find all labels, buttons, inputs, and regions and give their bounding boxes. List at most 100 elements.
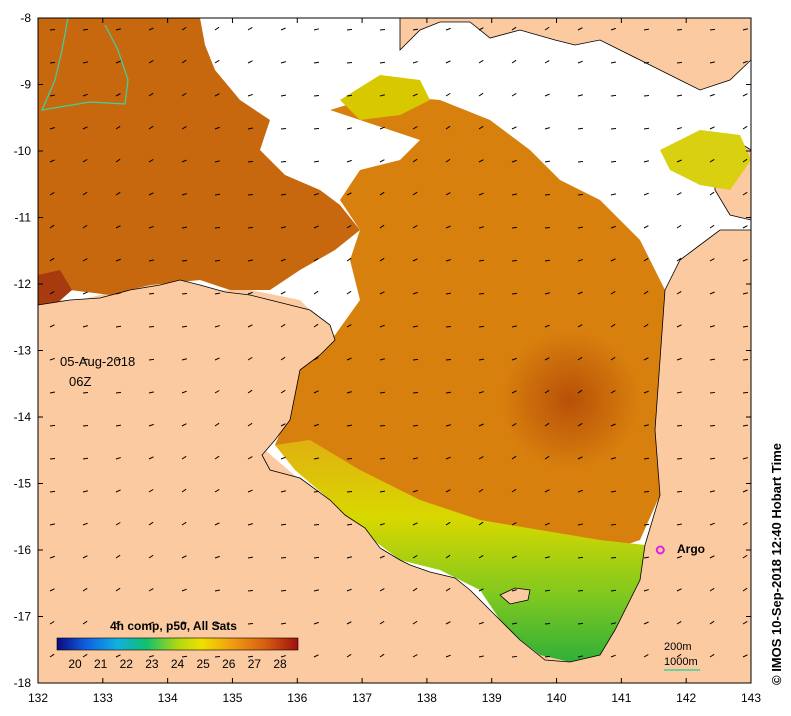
- wind-arrow: [676, 620, 682, 625]
- wind-arrow: [478, 259, 485, 262]
- x-tick-label: 138: [417, 691, 437, 705]
- wind-arrow: [610, 390, 616, 394]
- wind-arrow: [82, 522, 88, 526]
- wind-arrow: [346, 424, 353, 427]
- x-tick-label: 136: [287, 691, 307, 705]
- wind-arrow: [346, 224, 352, 229]
- wind-arrow: [577, 94, 583, 97]
- wind-arrow: [379, 588, 385, 592]
- wind-arrow: [82, 490, 88, 493]
- wind-arrow: [643, 424, 649, 427]
- wind-arrow: [379, 490, 386, 493]
- wind-arrow: [280, 389, 286, 394]
- wind-arrow: [577, 27, 583, 31]
- wind-arrow: [181, 92, 187, 97]
- wind-arrow: [610, 27, 616, 31]
- colorbar: [56, 637, 299, 651]
- wind-arrow: [643, 192, 649, 196]
- wind-arrow: [49, 555, 55, 559]
- wind-arrow: [181, 226, 188, 229]
- wind-arrow: [247, 226, 254, 229]
- wind-arrow: [610, 423, 616, 427]
- colorbar-tick-label: 20: [68, 657, 82, 671]
- wind-arrow: [445, 259, 451, 262]
- wind-arrow: [313, 390, 319, 394]
- wind-arrow: [478, 488, 484, 493]
- new-guinea-land: [399, 18, 751, 91]
- wind-arrow: [544, 556, 550, 559]
- wind-arrow: [610, 622, 616, 625]
- wind-arrow: [49, 290, 55, 295]
- axis-ticks: [37, 17, 752, 684]
- wind-arrow: [478, 358, 485, 361]
- wind-arrow: [445, 654, 451, 658]
- wind-arrow: [643, 523, 650, 526]
- wind-arrow: [478, 92, 484, 97]
- wind-arrow: [379, 620, 385, 625]
- wind-arrow: [379, 94, 385, 97]
- wind-arrow: [247, 456, 253, 460]
- y-tick-label: -14: [14, 410, 32, 424]
- isobath-1000m: [41, 18, 129, 111]
- wind-arrow: [49, 357, 55, 361]
- wind-arrow: [412, 291, 418, 295]
- wind-arrow: [115, 158, 121, 163]
- wind-arrow: [478, 554, 484, 559]
- wind-arrow: [82, 291, 88, 295]
- colorbar-title: 4h comp, p50, All Sats: [110, 619, 237, 633]
- wind-arrow: [148, 456, 154, 460]
- wind-arrow: [181, 588, 187, 592]
- wind-arrow: [346, 621, 352, 625]
- wind-arrow: [115, 587, 121, 592]
- wind-arrow: [148, 225, 154, 229]
- wind-arrow: [445, 358, 452, 361]
- wind-arrow: [82, 126, 88, 130]
- wind-arrow: [478, 192, 484, 196]
- wind-arrow: [742, 325, 749, 328]
- x-axis-labels: 132 133 134 135 136 137 138 139 140 141 142 143: [28, 691, 761, 705]
- wind-arrow: [346, 28, 353, 31]
- wind-arrow: [577, 556, 584, 559]
- wind-arrow: [49, 28, 56, 31]
- wind-arrow: [709, 158, 715, 163]
- wind-arrow: [115, 258, 121, 262]
- wind-arrow: [49, 257, 55, 262]
- wind-arrow: [82, 224, 88, 229]
- wind-arrow: [577, 226, 584, 229]
- wind-arrow: [742, 489, 748, 493]
- wind-arrow: [148, 158, 154, 163]
- wind-arrow: [577, 456, 583, 460]
- sst-hot-patch-west: [38, 270, 72, 305]
- wind-arrow: [214, 259, 221, 262]
- wind-arrow: [478, 391, 484, 394]
- wind-arrow: [379, 126, 385, 130]
- wind-arrow: [544, 589, 551, 592]
- wind-arrow: [49, 620, 55, 625]
- wind-arrow: [115, 489, 121, 493]
- wind-arrow: [247, 324, 253, 328]
- wind-arrow: [49, 94, 56, 97]
- wind-arrow: [280, 589, 287, 592]
- wind-arrow: [280, 622, 287, 625]
- wind-arrow: [181, 488, 187, 493]
- wind-arrow: [742, 125, 748, 130]
- wind-arrow: [280, 27, 286, 31]
- wind-arrow: [676, 257, 682, 262]
- wind-arrow: [181, 259, 188, 262]
- wind-arrow: [115, 522, 121, 526]
- time-label: 06Z: [69, 374, 91, 389]
- wind-arrow: [82, 653, 88, 658]
- wind-arrow: [709, 258, 715, 262]
- wind-arrow: [610, 356, 616, 361]
- wind-arrow: [313, 356, 319, 361]
- wind-arrow: [214, 589, 220, 592]
- wind-arrow: [148, 391, 154, 394]
- wind-arrow: [49, 224, 55, 229]
- wind-arrow: [115, 28, 121, 31]
- wind-arrow: [214, 193, 221, 196]
- wind-arrow: [709, 358, 716, 361]
- wind-arrow: [148, 60, 154, 64]
- wind-arrow: [511, 193, 517, 196]
- wind-arrow: [181, 423, 187, 427]
- wind-arrow: [148, 125, 154, 130]
